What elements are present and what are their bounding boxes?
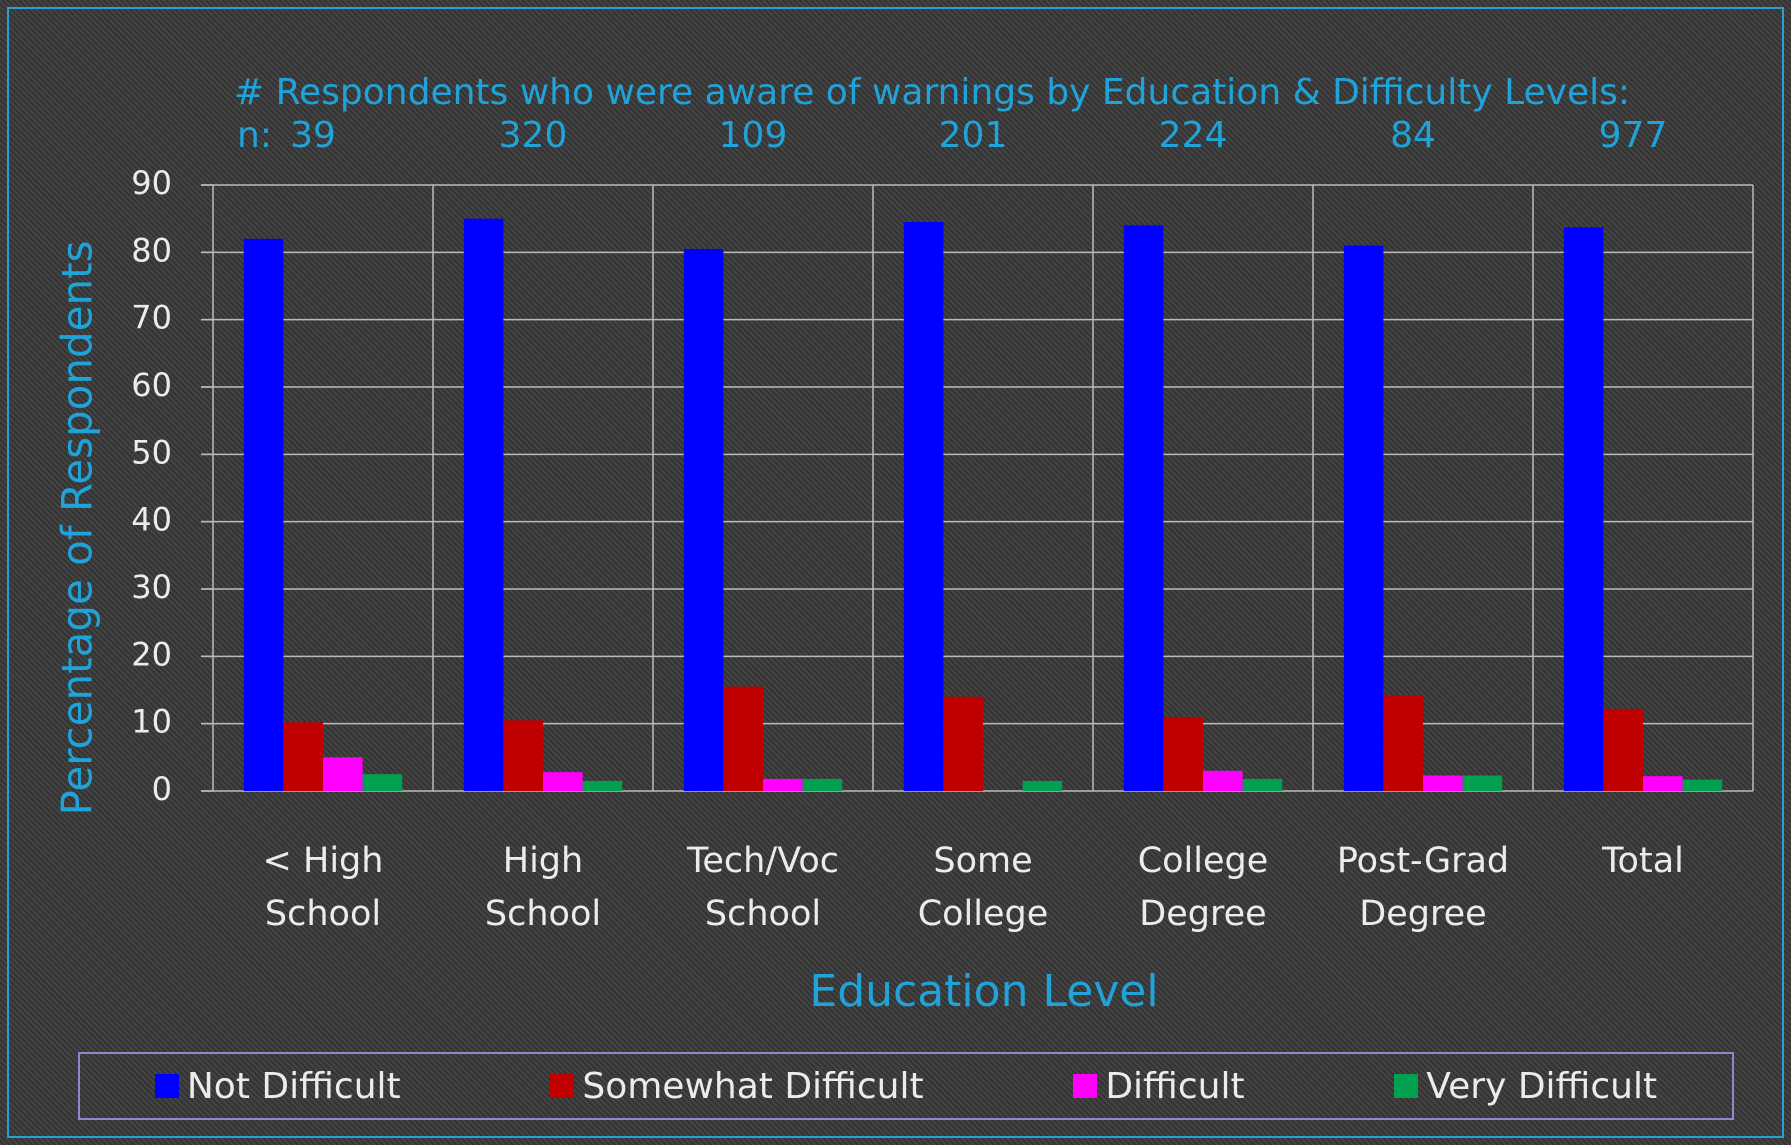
bar (283, 722, 323, 791)
bar (1383, 695, 1423, 791)
bar (1462, 775, 1503, 791)
n-label: n: (237, 115, 272, 156)
bar (503, 720, 543, 791)
bar (802, 778, 843, 791)
bar (362, 774, 403, 791)
bar (1123, 225, 1164, 791)
y-tick-label: 0 (152, 770, 172, 808)
legend-label: Very Difficult (1426, 1065, 1658, 1107)
y-tick-label: 20 (131, 635, 172, 673)
bar (1343, 245, 1384, 792)
legend-swatch (1073, 1074, 1098, 1098)
bar (1643, 776, 1683, 791)
n-value: 39 (290, 115, 336, 156)
bar (1203, 770, 1243, 791)
chart-title: # Respondents who were aware of warnings… (234, 72, 1630, 113)
n-value: 320 (499, 115, 568, 156)
x-tick-label: Post-Grad Degree (1336, 841, 1510, 934)
y-tick-label: 10 (131, 703, 172, 741)
bar (1563, 227, 1604, 792)
n-value: 201 (939, 115, 1008, 156)
legend-item: Difficult (1073, 1065, 1245, 1107)
frame (7, 7, 1784, 1138)
legend-item: Somewhat Difficult (550, 1065, 924, 1107)
bar (903, 222, 944, 792)
bar (1242, 778, 1283, 791)
bar (1423, 775, 1463, 791)
bar (582, 780, 623, 791)
n-value: 109 (719, 115, 788, 156)
y-tick-label: 80 (131, 231, 172, 269)
legend-label: Difficult (1105, 1065, 1245, 1107)
y-axis-title: Percentage of Respondents (53, 241, 102, 816)
y-tick-label: 40 (131, 501, 172, 539)
bar (1603, 708, 1643, 791)
legend-item: Not Difficult (154, 1065, 401, 1107)
y-tick-label: 60 (131, 366, 172, 404)
legend-label: Somewhat Difficult (582, 1065, 924, 1107)
n-value: 977 (1599, 115, 1668, 156)
legend: Not Difficult Somewhat Difficult Difficult… (78, 1052, 1734, 1120)
bar (763, 778, 803, 791)
bar (1163, 716, 1203, 791)
n-value: 84 (1390, 115, 1436, 156)
bar (323, 757, 363, 791)
y-tick-label: 30 (131, 568, 172, 606)
x-tick-label: Tech/Voc School (686, 841, 840, 934)
x-tick-label: High School (484, 841, 602, 934)
y-tick-label: 50 (131, 433, 172, 471)
legend-swatch (550, 1074, 575, 1098)
bar (683, 248, 724, 791)
bar (723, 686, 763, 791)
x-axis-title: Education Level (809, 966, 1158, 1017)
n-value: 224 (1159, 115, 1228, 156)
bar (1682, 779, 1723, 791)
bar (243, 238, 284, 791)
bar (463, 218, 504, 791)
legend-item: Very Difficult (1394, 1066, 1657, 1107)
legend-swatch (154, 1074, 179, 1098)
bar (1022, 780, 1063, 791)
bar (943, 696, 983, 791)
legend-swatch (1394, 1074, 1419, 1098)
legend-label: Not Difficult (186, 1065, 401, 1107)
bar (543, 772, 583, 791)
y-tick-label: 90 (131, 164, 172, 202)
x-tick-label: < High School (262, 841, 384, 934)
x-tick-label: College Degree (1137, 841, 1269, 934)
x-tick-label: Total (1602, 841, 1684, 881)
x-tick-label: Some College (917, 841, 1049, 934)
y-tick-label: 70 (131, 299, 172, 337)
